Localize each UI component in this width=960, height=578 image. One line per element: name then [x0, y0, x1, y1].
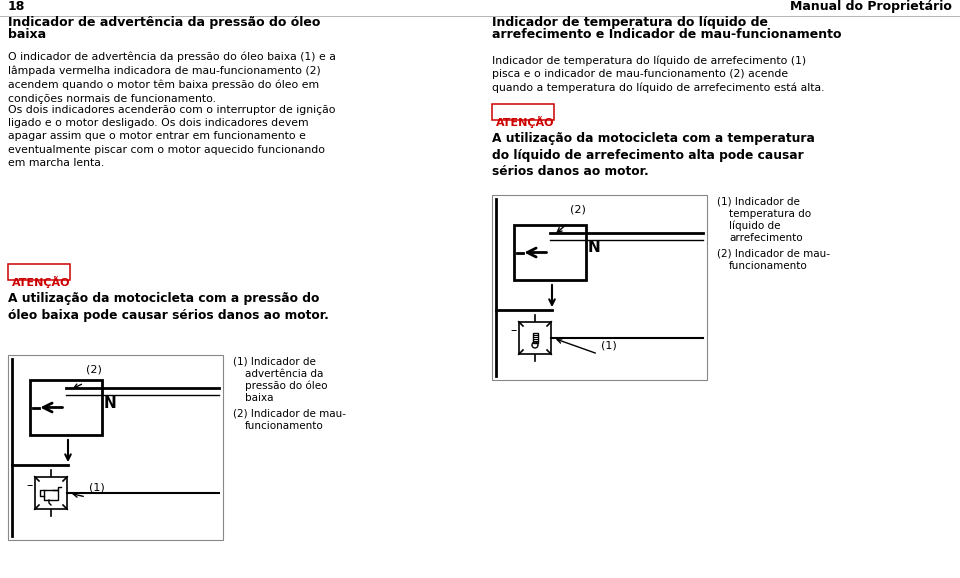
Text: funcionamento: funcionamento	[245, 421, 324, 431]
Bar	[35, 477, 67, 509]
Text: (2): (2)	[570, 205, 586, 215]
Text: A utilização da motocicleta com a pressão do
óleo baixa pode causar sérios danos: A utilização da motocicleta com a pressã…	[8, 292, 329, 321]
Text: baixa: baixa	[8, 28, 46, 41]
Text: Indicador de temperatura do líquido de: Indicador de temperatura do líquido de	[492, 16, 768, 29]
Text: –: –	[510, 324, 516, 337]
Text: (2): (2)	[86, 365, 102, 375]
Text: N: N	[104, 395, 117, 410]
Text: A utilização da motocicleta com a temperatura
do líquido de arrefecimento alta p: A utilização da motocicleta com a temper…	[492, 132, 815, 178]
Text: Manual do Proprietário: Manual do Proprietário	[790, 0, 952, 13]
Text: O indicador de advertência da pressão do óleo baixa (1) e a
lâmpada vermelha ind: O indicador de advertência da pressão do…	[8, 52, 336, 103]
Bar	[8, 264, 70, 280]
Text: advertência da: advertência da	[245, 369, 324, 379]
Text: pressão do óleo: pressão do óleo	[245, 380, 327, 391]
Text: (2) Indicador de mau-: (2) Indicador de mau-	[717, 249, 830, 259]
Text: Indicador de advertência da pressão do óleo: Indicador de advertência da pressão do ó…	[8, 16, 321, 29]
Bar	[533, 333, 538, 343]
Text: funcionamento: funcionamento	[729, 261, 807, 271]
Text: (1): (1)	[601, 340, 616, 350]
Bar	[492, 195, 707, 380]
Bar	[44, 490, 58, 500]
Bar	[514, 225, 586, 280]
Text: (2) Indicador de mau-: (2) Indicador de mau-	[233, 409, 346, 419]
Text: baixa: baixa	[245, 393, 274, 403]
Text: –: –	[26, 479, 33, 492]
Bar	[492, 104, 554, 120]
Text: líquido de: líquido de	[729, 220, 780, 231]
Bar	[8, 355, 223, 540]
Text: (1) Indicador de: (1) Indicador de	[233, 357, 316, 367]
Text: temperatura do: temperatura do	[729, 209, 811, 219]
Text: arrefecimento e Indicador de mau-funcionamento: arrefecimento e Indicador de mau-funcion…	[492, 28, 842, 41]
Text: ATENÇÃO: ATENÇÃO	[12, 276, 70, 288]
Text: Indicador de temperatura do líquido de arrefecimento (1)
pisca e o indicador de : Indicador de temperatura do líquido de a…	[492, 55, 825, 92]
Bar	[30, 380, 102, 435]
Text: 18: 18	[8, 0, 25, 13]
Text: ATENÇÃO: ATENÇÃO	[496, 116, 555, 128]
Bar	[519, 322, 551, 354]
Text: N: N	[588, 240, 601, 255]
Text: (1): (1)	[89, 483, 105, 493]
Text: (1) Indicador de: (1) Indicador de	[717, 197, 800, 207]
Text: arrefecimento: arrefecimento	[729, 233, 803, 243]
Text: Os dois indicadores acenderão com o interruptor de ignição
ligado e o motor desl: Os dois indicadores acenderão com o inte…	[8, 105, 335, 168]
